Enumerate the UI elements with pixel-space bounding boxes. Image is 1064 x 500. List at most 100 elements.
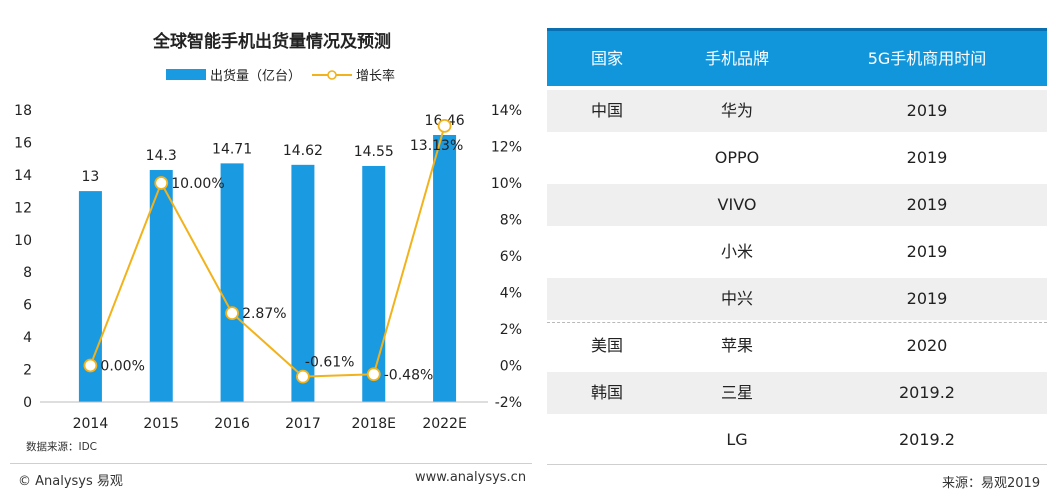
footer-url: www.analysys.cn	[415, 470, 527, 485]
bar-data-label: 14.71	[212, 141, 252, 157]
table-bottom-divider	[547, 464, 1047, 465]
y-right-tick-label: 8%	[500, 213, 522, 229]
y-right-tick-label: 14%	[491, 103, 522, 119]
cell-launch-time: 2019	[906, 242, 948, 261]
cell-launch-time: 2019.2	[899, 430, 955, 449]
x-axis: 2014 2015 2016 2017 2018E 2022E	[40, 401, 488, 432]
table-row: 中兴 2019	[547, 278, 1047, 320]
legend-label-growth: 增长率	[356, 68, 395, 84]
y-left-tick-label: 14	[14, 168, 32, 184]
x-tick-label: 2014	[73, 416, 109, 432]
chart-legend: 出货量（亿台） 增长率	[166, 68, 395, 84]
y-left-tick-label: 16	[14, 135, 32, 151]
growth-data-label: 0.00%	[100, 359, 144, 375]
cell-brand: 小米	[720, 242, 753, 261]
bar-shipments	[362, 165, 386, 402]
legend-label-shipments: 出货量（亿台）	[210, 68, 301, 84]
y-axis-right: -2% 0% 2% 4% 6% 8% 10% 12% 14%	[491, 103, 522, 411]
cell-country	[547, 184, 667, 226]
cell-launch-time: 2019	[906, 289, 948, 308]
table-row: 中国 华为 2019	[547, 90, 1047, 132]
footer-copyright: © Analysys 易观	[18, 474, 123, 489]
growth-point	[366, 367, 381, 382]
growth-point	[296, 369, 310, 384]
y-left-tick-label: 12	[14, 200, 32, 216]
cell-launch-time: 2019	[906, 148, 948, 167]
5g-launch-table-panel: 国家 手机品牌 5G手机商用时间 中国 华为 2019 OPPO 2019 VIVO 201…	[547, 28, 1047, 500]
x-tick-label: 2022E	[422, 416, 466, 432]
cell-country	[547, 137, 667, 179]
cell-country: 中国	[590, 101, 623, 120]
y-right-tick-label: 6%	[500, 249, 522, 265]
y-left-tick-label: 6	[23, 298, 32, 314]
cell-launch-time: 2019	[906, 101, 948, 120]
header-brand: 手机品牌	[704, 49, 769, 68]
cell-brand: 三星	[720, 383, 753, 402]
table-source-note: 来源：易观2019	[942, 476, 1041, 491]
growth-point	[225, 306, 239, 321]
bar-data-label: 14.55	[354, 144, 394, 160]
growth-data-label: 2.87%	[242, 306, 286, 322]
growth-data-label: -0.61%	[305, 355, 355, 371]
shipment-chart-panel: 全球智能手机出货量情况及预测 出货量（亿台） 增长率 0 2 4 6 8 10 12 14 16…	[10, 31, 532, 489]
y-right-tick-label: -2%	[495, 395, 522, 411]
cell-country	[547, 278, 667, 320]
header-launch-time: 5G手机商用时间	[867, 49, 987, 68]
y-axis-left: 0 2 4 6 8 10 12 14 16 18	[14, 103, 32, 411]
table-row: 小米 2019	[547, 231, 1047, 273]
y-left-tick-label: 2	[23, 363, 32, 379]
cell-brand: 苹果	[720, 336, 753, 355]
cell-country	[547, 231, 667, 273]
y-right-tick-label: 4%	[500, 286, 522, 302]
legend-marker-growth	[327, 70, 337, 80]
table-row: LG 2019.2	[547, 419, 1047, 461]
chart-title: 全球智能手机出货量情况及预测	[152, 31, 391, 52]
y-left-tick-label: 18	[14, 103, 32, 119]
growth-data-label: -0.48%	[384, 367, 434, 383]
y-right-tick-label: 12%	[491, 140, 522, 156]
y-left-tick-label: 10	[14, 233, 32, 249]
y-left-tick-label: 0	[23, 395, 32, 411]
footer-divider	[10, 463, 532, 464]
x-tick-label: 2015	[143, 416, 179, 432]
y-right-tick-label: 2%	[500, 322, 522, 338]
cell-country: 美国	[590, 336, 623, 355]
y-right-tick-label: 0%	[500, 359, 522, 375]
chart-source-note: 数据来源：IDC	[26, 440, 97, 453]
growth-data-label: 13.13%	[410, 138, 463, 154]
growth-point	[437, 118, 452, 133]
cell-launch-time: 2019	[906, 195, 948, 214]
cell-brand: 中兴	[720, 289, 753, 308]
bar-shipments	[220, 163, 244, 402]
header-country: 国家	[590, 49, 623, 68]
bar-shipments	[291, 164, 315, 402]
cell-country: 韩国	[590, 383, 623, 402]
growth-data-label: 10.00%	[171, 176, 224, 192]
cell-brand: LG	[726, 430, 748, 449]
table-row: 韩国 三星 2019.2	[547, 372, 1047, 414]
x-tick-label: 2018E	[352, 416, 396, 432]
cell-country	[547, 419, 667, 461]
group-separator	[547, 322, 1047, 323]
bar-data-label: 13	[82, 169, 100, 185]
legend-swatch-shipments	[166, 69, 206, 80]
growth-point	[83, 358, 98, 373]
y-right-tick-label: 10%	[491, 176, 522, 192]
cell-launch-time: 2020	[906, 336, 948, 355]
cell-launch-time: 2019.2	[899, 383, 955, 402]
growth-point	[154, 176, 169, 190]
cell-brand: VIVO	[717, 195, 757, 214]
cell-brand: 华为	[720, 101, 753, 120]
bar-shipments	[149, 170, 173, 402]
bar-data-label: 14.3	[146, 148, 177, 164]
x-tick-label: 2017	[285, 416, 321, 432]
table-row: 美国 苹果 2020	[547, 325, 1047, 367]
y-left-tick-label: 8	[23, 265, 32, 281]
growth-polyline	[89, 125, 446, 378]
bar-data-label: 14.62	[283, 143, 323, 159]
y-left-tick-label: 4	[23, 330, 32, 346]
line-series-growth: 0.00% 10.00% 2.87% -0.61% -0.48% 13.13%	[83, 118, 463, 384]
cell-brand: OPPO	[714, 148, 760, 167]
x-tick-label: 2016	[214, 416, 250, 432]
